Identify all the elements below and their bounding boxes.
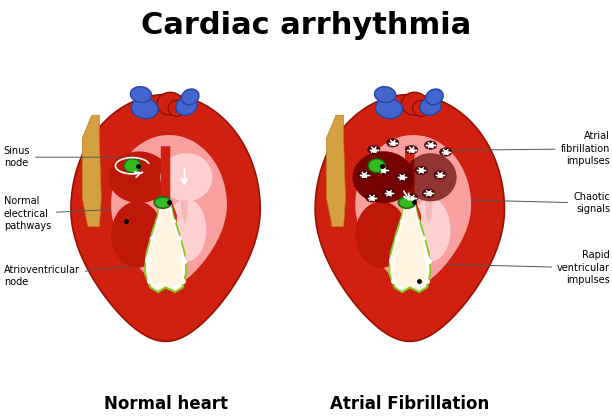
Ellipse shape <box>124 159 141 173</box>
Ellipse shape <box>353 151 414 203</box>
Polygon shape <box>327 115 345 227</box>
Text: Atrial Fibrillation: Atrial Fibrillation <box>330 395 490 413</box>
Text: Atrioventricular
node: Atrioventricular node <box>4 265 131 287</box>
Ellipse shape <box>356 202 408 268</box>
Ellipse shape <box>375 87 396 103</box>
Text: Normal heart: Normal heart <box>103 395 228 413</box>
Ellipse shape <box>425 89 443 105</box>
Circle shape <box>434 171 446 179</box>
Text: Normal
electrical
pathways: Normal electrical pathways <box>4 196 114 231</box>
Polygon shape <box>181 200 188 223</box>
Polygon shape <box>405 146 421 272</box>
Ellipse shape <box>131 98 159 119</box>
Ellipse shape <box>405 153 457 202</box>
Ellipse shape <box>154 197 171 208</box>
Ellipse shape <box>157 92 184 115</box>
Circle shape <box>439 148 452 156</box>
Text: Chaotic
signals: Chaotic signals <box>428 192 610 214</box>
Circle shape <box>368 145 380 154</box>
Ellipse shape <box>368 159 385 173</box>
Polygon shape <box>144 200 187 292</box>
Circle shape <box>425 141 437 149</box>
Ellipse shape <box>412 100 430 116</box>
Text: Sinus
node: Sinus node <box>4 146 129 168</box>
Circle shape <box>377 166 389 175</box>
Circle shape <box>415 166 427 175</box>
Polygon shape <box>425 200 433 223</box>
Ellipse shape <box>176 97 197 115</box>
Text: Cardiac arrhythmia: Cardiac arrhythmia <box>141 11 471 40</box>
Ellipse shape <box>401 92 428 115</box>
Ellipse shape <box>168 100 185 116</box>
Ellipse shape <box>398 197 416 208</box>
Polygon shape <box>376 200 383 223</box>
Polygon shape <box>356 135 471 286</box>
Circle shape <box>422 189 435 197</box>
Ellipse shape <box>111 202 163 268</box>
Circle shape <box>396 173 408 181</box>
Ellipse shape <box>166 199 206 261</box>
Polygon shape <box>161 146 177 272</box>
Ellipse shape <box>376 98 403 119</box>
Ellipse shape <box>353 151 414 203</box>
Circle shape <box>387 139 399 147</box>
Text: Atrial
fibrillation
impulses: Atrial fibrillation impulses <box>391 132 610 166</box>
Polygon shape <box>111 135 227 286</box>
Text: Rapid
ventricular
impulses: Rapid ventricular impulses <box>419 251 610 285</box>
Ellipse shape <box>405 153 457 202</box>
Polygon shape <box>82 115 101 227</box>
Ellipse shape <box>130 87 152 103</box>
Polygon shape <box>389 200 431 292</box>
Circle shape <box>406 145 418 154</box>
Ellipse shape <box>108 151 170 203</box>
Ellipse shape <box>160 153 212 202</box>
Polygon shape <box>315 95 504 341</box>
Polygon shape <box>71 95 260 341</box>
Circle shape <box>406 194 418 202</box>
Ellipse shape <box>411 199 450 261</box>
Circle shape <box>383 189 395 197</box>
Ellipse shape <box>181 89 199 105</box>
Circle shape <box>358 171 370 179</box>
Ellipse shape <box>420 97 441 115</box>
Circle shape <box>366 194 378 202</box>
Polygon shape <box>132 200 139 223</box>
